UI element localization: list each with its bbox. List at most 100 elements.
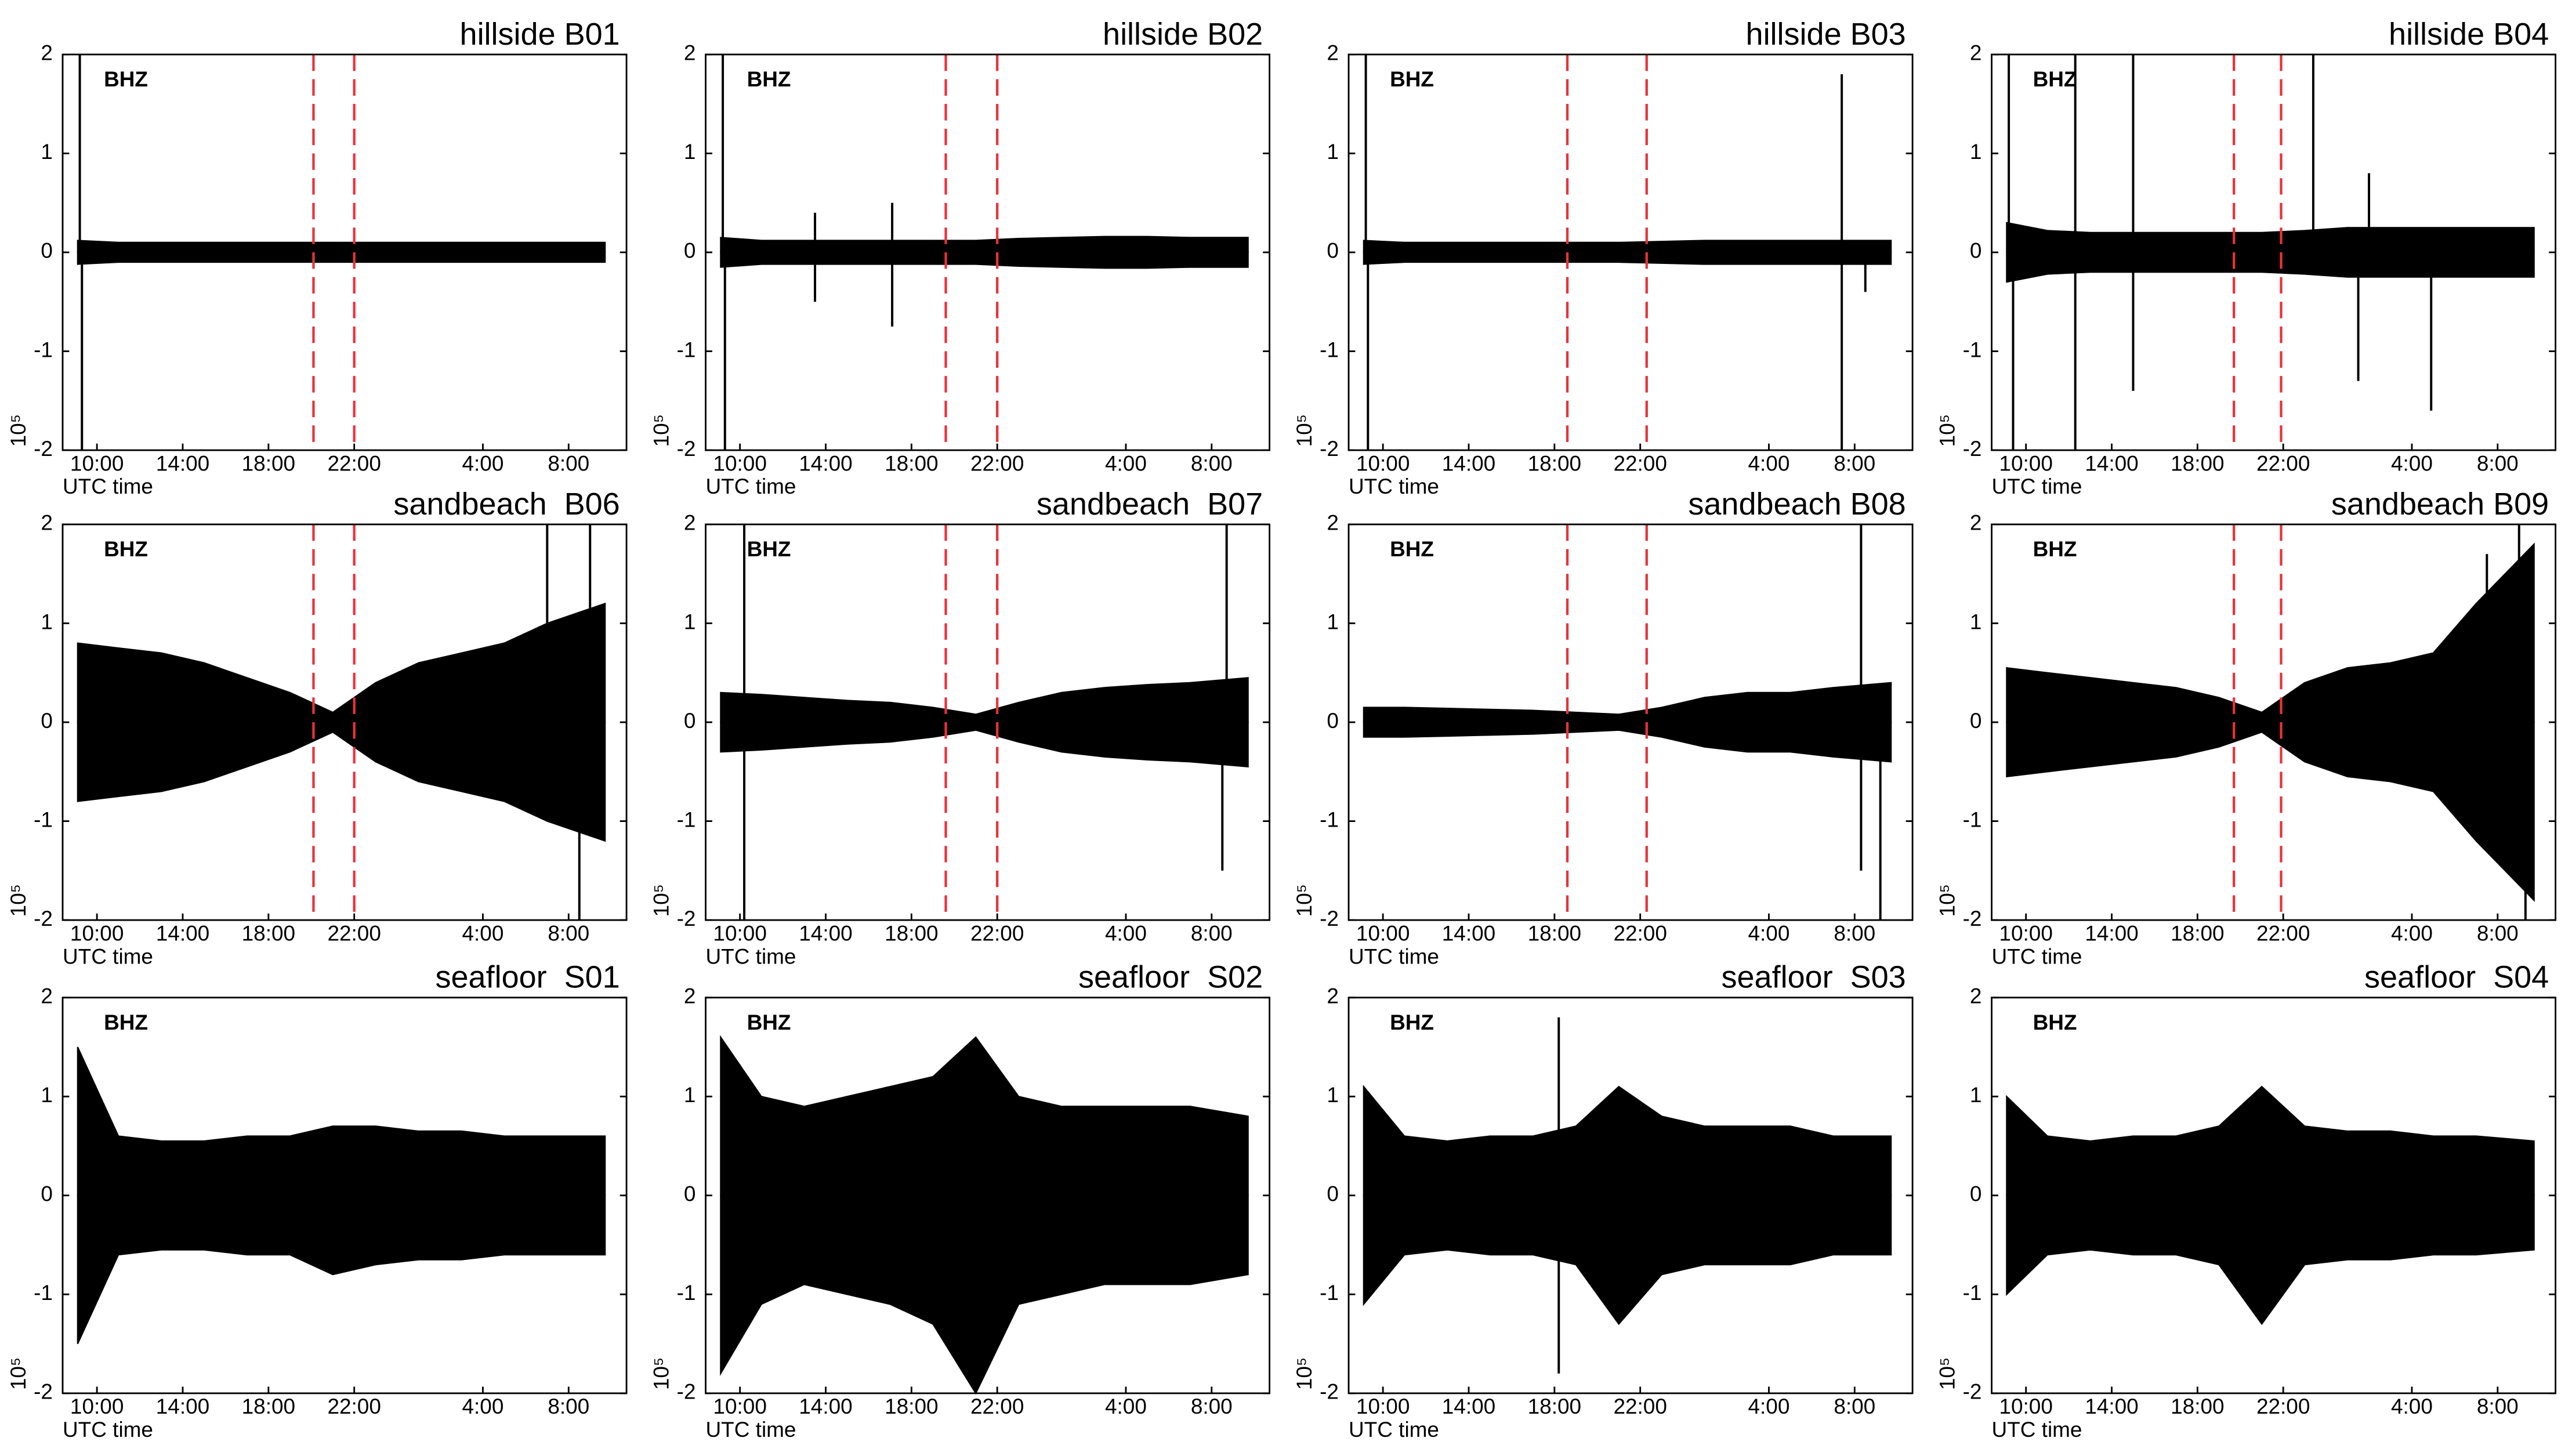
x-tick-label: 4:00 [1105, 1395, 1147, 1418]
x-tick-label: 10:00 [70, 451, 124, 475]
waveform-lower [2006, 251, 2535, 283]
waveform-lower [1363, 251, 1892, 265]
y-tick-label: -1 [34, 338, 53, 361]
chart-title: sandbeach B09 [2331, 487, 2549, 521]
waveform-lower [77, 721, 606, 842]
y-tick-label: 2 [1327, 41, 1339, 65]
y-tick-label: 1 [41, 1083, 53, 1107]
x-tick-label: 18:00 [885, 921, 938, 945]
y-axis-label: 10⁵ [649, 414, 673, 447]
y-tick-label: 2 [684, 41, 696, 65]
y-tick-label: -2 [34, 437, 53, 461]
x-tick-label: 10:00 [1356, 921, 1410, 945]
x-tick-label: 14:00 [1442, 1395, 1495, 1418]
x-tick-label: 14:00 [799, 451, 852, 475]
y-tick-label: 0 [684, 1182, 696, 1206]
x-axis-label: UTC time [1349, 475, 1439, 498]
y-tick-label: 0 [1327, 709, 1339, 733]
x-tick-label: 8:00 [2477, 451, 2519, 475]
waveform-upper [720, 677, 1249, 723]
chart-title: hillside B02 [1103, 17, 1263, 52]
channel-label: BHZ [104, 1010, 148, 1034]
x-tick-label: 22:00 [1613, 921, 1667, 945]
y-tick-label: -2 [1320, 437, 1339, 461]
y-tick-label: 2 [684, 511, 696, 535]
y-tick-label: 1 [684, 610, 696, 633]
x-tick-label: 4:00 [1748, 1395, 1789, 1418]
x-tick-label: 8:00 [1834, 451, 1875, 475]
y-tick-label: -2 [677, 907, 696, 930]
waveform-upper [1363, 682, 1892, 723]
y-axis-label: 10⁵ [1935, 414, 1959, 447]
y-axis-label: 10⁵ [1292, 414, 1316, 447]
panel: -2 -1 0 1 2 10:00 14:00 18:00 22:00 4:00 8:00 UTC t… [1935, 487, 2556, 968]
x-tick-label: 4:00 [2391, 921, 2433, 945]
x-tick-label: 8:00 [2477, 1395, 2519, 1418]
chart-title: hillside B03 [1746, 17, 1906, 52]
x-tick-label: 8:00 [1191, 451, 1233, 475]
waveform-upper [2006, 1085, 2535, 1196]
channel-label: BHZ [1390, 67, 1434, 91]
y-tick-label: -1 [677, 338, 696, 361]
y-tick-label: 1 [41, 140, 53, 164]
x-tick-label: 8:00 [1191, 921, 1233, 945]
x-tick-label: 8:00 [1834, 921, 1875, 945]
x-axis-label: UTC time [1992, 944, 2082, 968]
y-tick-label: 0 [41, 1182, 53, 1206]
x-tick-label: 8:00 [2477, 921, 2519, 945]
x-tick-label: 22:00 [2256, 921, 2310, 945]
x-tick-label: 10:00 [1356, 1395, 1410, 1418]
x-tick-label: 18:00 [242, 921, 295, 945]
y-tick-label: 1 [1327, 140, 1339, 164]
y-tick-label: 2 [41, 511, 53, 535]
channel-label: BHZ [2033, 1010, 2077, 1034]
x-tick-label: 8:00 [548, 1395, 589, 1418]
x-tick-label: 18:00 [2171, 451, 2224, 475]
y-tick-label: -1 [1320, 338, 1339, 361]
x-tick-label: 14:00 [1442, 451, 1495, 475]
y-tick-label: 1 [1970, 1083, 1982, 1107]
y-tick-label: 0 [1970, 709, 1982, 733]
waveform-upper [2006, 542, 2535, 723]
x-tick-label: 22:00 [327, 1395, 381, 1418]
y-tick-label: -2 [34, 1380, 53, 1404]
y-tick-label: 2 [1970, 984, 1982, 1008]
waveform-upper [720, 236, 1249, 253]
x-tick-label: 10:00 [1999, 451, 2052, 475]
x-axis-label: UTC time [63, 1418, 153, 1441]
x-tick-label: 4:00 [462, 921, 503, 945]
y-tick-label: -2 [1963, 907, 1982, 930]
y-tick-label: 2 [1970, 511, 1982, 535]
panel: -2 -1 0 1 2 10:00 14:00 18:00 22:00 4:00 8:00 UTC t… [6, 960, 628, 1441]
y-axis-label: 10⁵ [6, 1357, 30, 1390]
y-tick-label: 2 [1327, 511, 1339, 535]
y-tick-label: -2 [677, 437, 696, 461]
x-tick-label: 10:00 [70, 1395, 124, 1418]
chart-title: sandbeach B08 [1688, 487, 1906, 521]
x-tick-label: 18:00 [1528, 921, 1581, 945]
x-axis-label: UTC time [63, 944, 153, 968]
y-tick-label: 0 [1327, 1182, 1339, 1206]
y-tick-label: -1 [677, 1281, 696, 1305]
x-tick-label: 22:00 [327, 921, 381, 945]
x-tick-label: 18:00 [242, 1395, 295, 1418]
chart-title: sandbeach B06 [393, 487, 620, 521]
y-tick-label: -1 [1320, 1281, 1339, 1305]
x-tick-label: 4:00 [1105, 921, 1147, 945]
y-axis-label: 10⁵ [1935, 1357, 1959, 1390]
panel: -2 -1 0 1 2 10:00 14:00 18:00 22:00 4:00 8:00 UTC t… [649, 17, 1270, 498]
x-axis-label: UTC time [1349, 944, 1439, 968]
x-axis-label: UTC time [706, 944, 796, 968]
panel: -2 -1 0 1 2 10:00 14:00 18:00 22:00 4:00 8:00 UTC t… [649, 487, 1270, 968]
x-tick-label: 22:00 [970, 1395, 1024, 1418]
x-axis-label: UTC time [1349, 1418, 1439, 1441]
channel-label: BHZ [2033, 67, 2077, 91]
x-axis-label: UTC time [706, 1418, 796, 1441]
x-tick-label: 10:00 [713, 451, 766, 475]
y-axis-label: 10⁵ [6, 884, 30, 917]
x-tick-label: 14:00 [156, 451, 209, 475]
waveform-lower [720, 1194, 1249, 1395]
chart-title: seafloor S01 [436, 960, 620, 995]
chart-title: hillside B01 [460, 17, 620, 52]
